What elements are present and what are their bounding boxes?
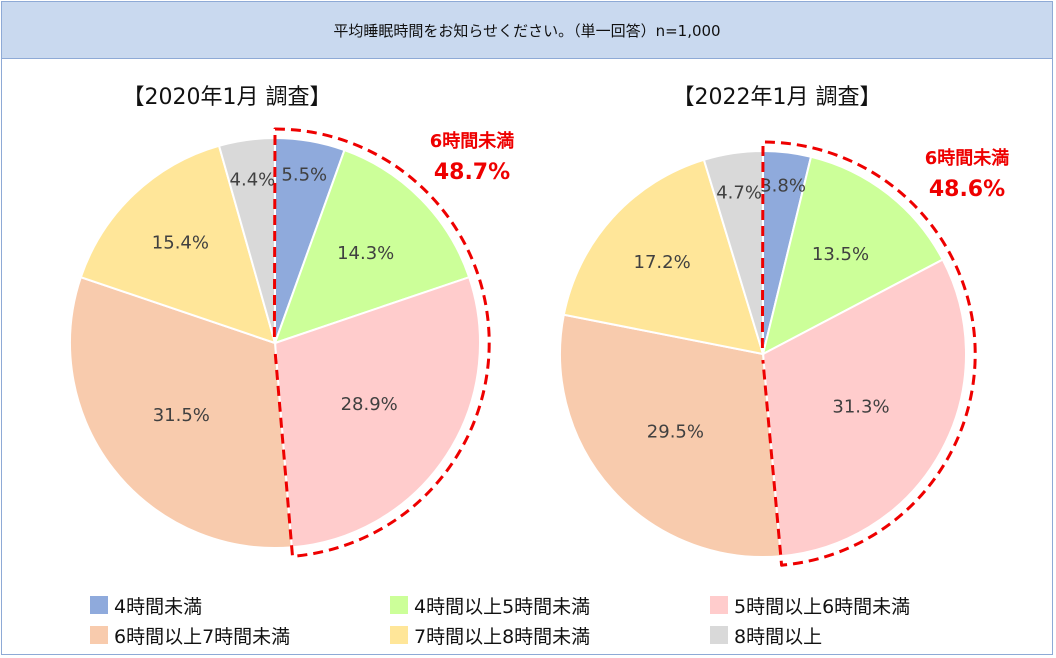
callout-label: 6時間未満	[430, 130, 515, 152]
slice-label: 15.4%	[152, 233, 209, 254]
legend-swatch	[390, 626, 408, 644]
slice-label: 13.5%	[812, 244, 869, 265]
legend: 4時間未満 4時間以上5時間未満 5時間以上6時間未満 6時間以上7時間未満 7…	[90, 592, 1020, 648]
slice-label: 4.7%	[716, 182, 762, 203]
legend-item: 6時間以上7時間未満	[90, 622, 390, 648]
slice-label: 3.8%	[760, 176, 806, 197]
pie-slice	[69, 275, 293, 549]
slice-label: 31.5%	[153, 405, 210, 426]
pie-slice	[273, 148, 471, 345]
slice-label: 17.2%	[634, 252, 691, 273]
legend-item: 8時間以上	[710, 622, 1010, 648]
legend-label: 7時間以上8時間未満	[414, 625, 591, 648]
slice-label: 4.4%	[230, 170, 276, 191]
legend-item: 4時間未満	[90, 592, 390, 618]
legend-swatch	[390, 596, 408, 614]
callout-value: 48.7%	[434, 160, 510, 185]
highlight-outline	[760, 140, 977, 567]
legend-item: 4時間以上5時間未満	[390, 592, 710, 618]
pie-slice	[562, 158, 765, 356]
slice-label: 14.3%	[337, 243, 394, 264]
pie-slice	[761, 155, 945, 356]
callout-label: 6時間未満	[925, 147, 1010, 169]
legend-swatch	[710, 596, 728, 614]
highlight-outline	[272, 127, 491, 558]
legend-swatch	[90, 626, 108, 644]
pie-slice	[559, 313, 782, 558]
pie-slice	[79, 144, 277, 345]
callout-value: 48.6%	[929, 177, 1005, 202]
slice-label: 31.3%	[832, 397, 889, 418]
legend-label: 4時間未満	[114, 595, 203, 618]
legend-label: 8時間以上	[734, 625, 823, 648]
pie-slice	[273, 275, 481, 549]
legend-label: 5時間以上6時間未満	[734, 595, 911, 618]
legend-label: 6時間以上7時間未満	[114, 625, 291, 648]
legend-item: 5時間以上6時間未満	[710, 592, 1010, 618]
pie-chart-2020: 5.5% 14.3% 28.9% 31.5% 15.4% 4.4% 【2020年1月 調査】…	[69, 85, 515, 558]
question-header: 平均睡眠時間をお知らせください。（単一回答）n=1,000	[2, 2, 1052, 59]
pie-slice	[761, 258, 967, 558]
legend-swatch	[90, 596, 108, 614]
slice-label: 28.9%	[341, 394, 398, 415]
legend-item: 7時間以上8時間未満	[390, 622, 710, 648]
legend-swatch	[710, 626, 728, 644]
slice-label: 5.5%	[281, 164, 327, 185]
chart-title: 【2020年1月 調査】	[123, 85, 332, 110]
pie-chart-2022: 3.8% 13.5% 31.3% 29.5% 17.2% 4.7% 【2022年1月 調査】…	[559, 85, 1010, 567]
slice-label: 29.5%	[647, 422, 704, 443]
question-text: 平均睡眠時間をお知らせください。（単一回答）n=1,000	[333, 21, 721, 40]
chart-title: 【2022年1月 調査】	[673, 85, 882, 110]
legend-label: 4時間以上5時間未満	[414, 595, 591, 618]
